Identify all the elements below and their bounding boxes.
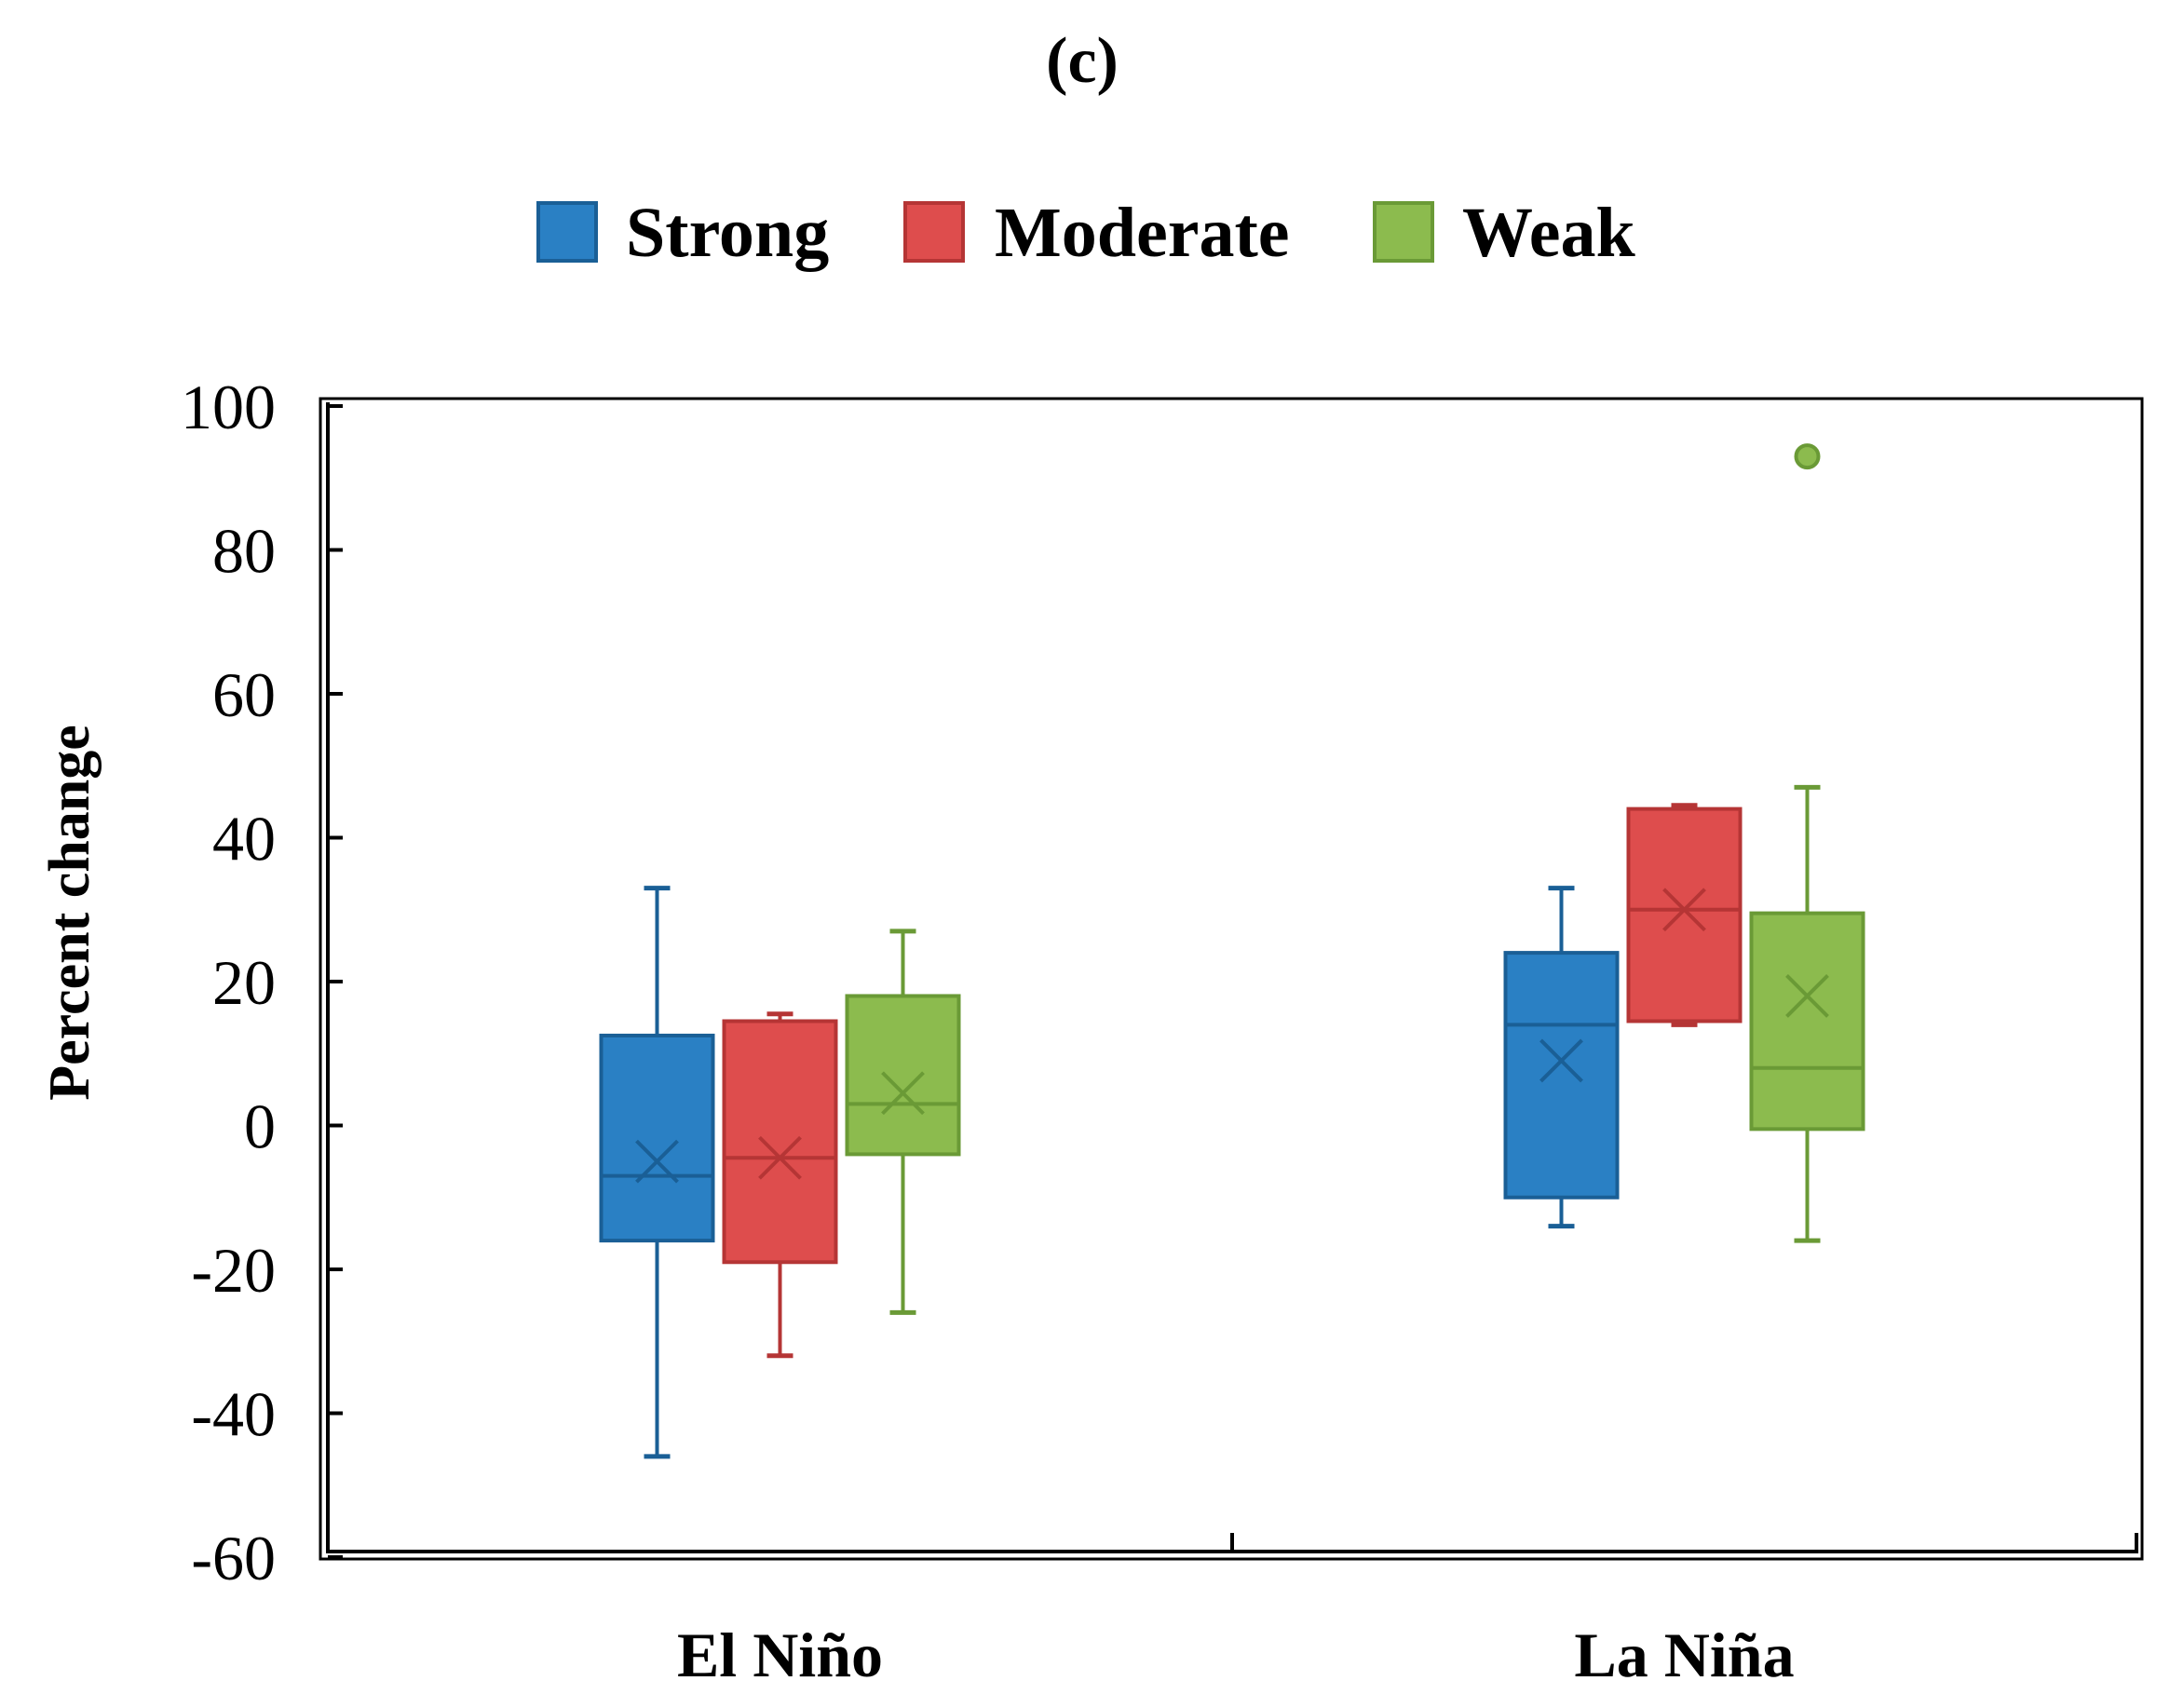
mean-marker [635,1139,679,1184]
mean-marker [1539,1038,1583,1083]
outlier-point [1794,443,1821,470]
box-iqr [845,994,961,1157]
mean-marker [1785,974,1829,1018]
mean-marker [758,1135,802,1180]
box-moderate-la-nina [1626,803,1743,1027]
legend-swatch-strong [536,201,598,263]
box-moderate-el-nino [722,1011,838,1359]
x-tick-label: El Niño [677,1620,883,1690]
x-tick-label: La Niña [1574,1620,1794,1690]
y-tick-label: 20 [212,947,276,1018]
x-axis-ticks: El Niño La Niña [677,1533,2138,1690]
plot-frame [319,397,2144,1561]
y-tick-label: -20 [191,1235,276,1306]
box-strong-el-nino [599,886,715,1459]
y-tick-label: 40 [212,804,276,874]
box-iqr [599,1033,715,1243]
box-iqr [1626,807,1743,1023]
chart-title: (c) [1046,25,1119,97]
box-iqr [722,1019,838,1265]
y-axis-label: Percent change [38,725,102,1100]
box-weak-la-nina [1749,443,1865,1243]
y-axis-ticks: 100 80 60 40 20 0 -20 -40 -60 [181,372,343,1593]
box-iqr [1503,951,1620,1200]
y-tick-label: -60 [191,1523,276,1593]
legend-swatch-weak [1373,201,1434,263]
y-tick-label: 100 [181,372,276,442]
y-tick-label: 60 [212,659,276,730]
box-iqr [1749,911,1865,1132]
legend-label-weak: Weak [1462,194,1636,272]
legend-label-strong: Strong [626,194,829,272]
y-tick-label: -40 [191,1379,276,1450]
legend-label-moderate: Moderate [995,194,1290,272]
mean-marker [881,1071,925,1116]
y-tick-label: 0 [244,1091,276,1162]
box-strong-la-nina [1503,886,1620,1229]
mean-marker [1662,888,1706,932]
y-tick-label: 80 [212,516,276,587]
legend: Strong Moderate Weak [536,194,1636,272]
box-weak-el-nino [845,929,961,1315]
legend-swatch-moderate [903,201,965,263]
box-plots [599,443,1865,1459]
